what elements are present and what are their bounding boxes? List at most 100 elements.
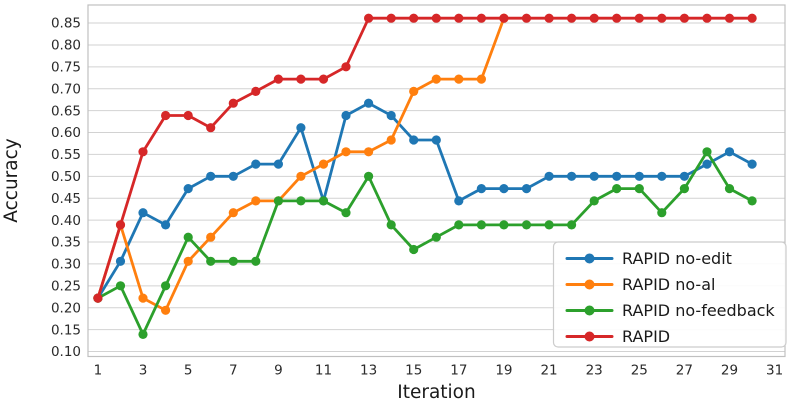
legend-item-rapid-no-al: RAPID no-al <box>565 275 715 294</box>
data-point-marker <box>251 196 261 206</box>
data-point-marker <box>431 74 441 84</box>
data-point-marker <box>296 171 306 181</box>
y-tick-label: 0.50 <box>51 169 81 185</box>
data-point-marker <box>634 171 644 181</box>
x-tick-label: 27 <box>676 363 693 379</box>
legend-label: RAPID no-al <box>622 275 715 294</box>
data-point-marker <box>544 13 554 23</box>
data-point-marker <box>567 220 577 230</box>
data-point-marker <box>206 256 216 266</box>
data-point-marker <box>115 220 126 230</box>
y-axis-label: Accuracy <box>1 138 22 223</box>
x-tick-label: 13 <box>360 363 377 379</box>
x-tick-label: 5 <box>184 363 193 379</box>
y-tick-label: 0.10 <box>51 344 81 360</box>
data-point-marker <box>386 135 396 145</box>
x-axis-label: Iteration <box>397 382 475 403</box>
data-point-marker <box>115 281 126 291</box>
y-tick-label: 0.25 <box>51 279 81 295</box>
data-point-marker <box>273 196 283 206</box>
x-tick-label: 7 <box>229 363 238 379</box>
legend-item-rapid: RAPID <box>565 327 670 346</box>
data-point-marker <box>341 208 351 218</box>
y-tick-label: 0.40 <box>51 213 81 229</box>
data-series <box>93 13 757 339</box>
data-point-marker <box>476 74 486 84</box>
data-point-marker <box>206 232 216 242</box>
data-point-marker <box>318 159 329 169</box>
data-point-marker <box>431 135 441 145</box>
data-point-marker <box>679 171 690 181</box>
data-point-marker <box>183 110 193 121</box>
data-point-marker <box>251 86 261 96</box>
data-point-marker <box>161 305 171 315</box>
data-point-marker <box>138 293 148 303</box>
data-point-marker <box>544 171 554 181</box>
data-point-marker <box>589 13 599 23</box>
data-point-marker <box>228 208 238 218</box>
x-tick-label: 29 <box>721 363 738 379</box>
data-point-marker <box>251 159 261 169</box>
data-point-marker <box>409 244 419 255</box>
data-point-marker <box>183 256 193 266</box>
legend-marker-swatch <box>584 305 595 316</box>
y-tick-label: 0.20 <box>51 300 81 316</box>
data-point-marker <box>206 123 216 133</box>
data-point-marker <box>454 196 464 206</box>
data-point-marker <box>138 208 148 218</box>
y-tick-label: 0.35 <box>51 235 81 251</box>
data-point-marker <box>138 329 148 339</box>
legend: RAPID no-edit RAPID no-al RAPID no-feedbac… <box>552 241 787 348</box>
data-point-marker <box>589 196 599 206</box>
data-point-marker <box>318 74 329 84</box>
x-tick-label: 15 <box>405 363 422 379</box>
data-point-marker <box>634 13 644 23</box>
data-point-marker <box>115 256 126 266</box>
y-axis-tick-labels: 0.10 0.15 0.20 0.25 0.30 0.35 0.40 0.45 0.50 0.55… <box>51 16 81 360</box>
data-point-marker <box>612 13 622 23</box>
y-tick-label: 0.15 <box>51 322 81 338</box>
x-tick-label: 23 <box>586 363 603 379</box>
data-point-marker <box>476 13 486 23</box>
data-point-marker <box>228 98 238 108</box>
y-tick-label: 0.85 <box>51 16 81 32</box>
data-point-marker <box>386 220 396 230</box>
data-point-marker <box>657 13 667 23</box>
data-point-marker <box>679 184 690 194</box>
y-tick-label: 0.55 <box>51 147 81 163</box>
data-point-marker <box>657 171 667 181</box>
data-point-marker <box>702 159 712 169</box>
data-point-marker <box>206 171 216 181</box>
plot-border <box>87 4 786 358</box>
legend-box <box>552 241 787 348</box>
data-point-marker <box>634 184 644 194</box>
legend-item-rapid-no-feedback: RAPID no-feedback <box>565 301 775 320</box>
data-point-marker <box>702 13 712 23</box>
y-tick-label: 0.30 <box>51 257 81 273</box>
data-point-marker <box>273 74 283 84</box>
data-point-marker <box>296 196 306 206</box>
data-point-marker <box>567 171 577 181</box>
data-point-marker <box>747 196 757 206</box>
data-point-marker <box>724 13 735 23</box>
data-point-marker <box>499 220 509 230</box>
data-point-marker <box>612 171 622 181</box>
series-rapid <box>93 13 757 303</box>
data-point-marker <box>228 256 238 266</box>
y-tick-label: 0.65 <box>51 103 81 119</box>
x-tick-label: 19 <box>495 363 512 379</box>
x-tick-label: 21 <box>540 363 557 379</box>
y-tick-label: 0.70 <box>51 81 81 97</box>
data-point-marker <box>409 13 419 23</box>
x-axis-tick-labels: 1 3 5 7 9 11 13 15 17 19 21 23 25 27 29 31 <box>94 363 784 379</box>
data-point-marker <box>296 74 306 84</box>
data-point-marker <box>161 281 171 291</box>
y-tick-label: 0.75 <box>51 60 81 76</box>
y-tick-label: 0.60 <box>51 125 81 141</box>
data-point-marker <box>431 13 441 23</box>
y-tick-label: 0.45 <box>51 191 81 207</box>
data-point-marker <box>409 135 419 145</box>
data-point-marker <box>657 208 667 218</box>
